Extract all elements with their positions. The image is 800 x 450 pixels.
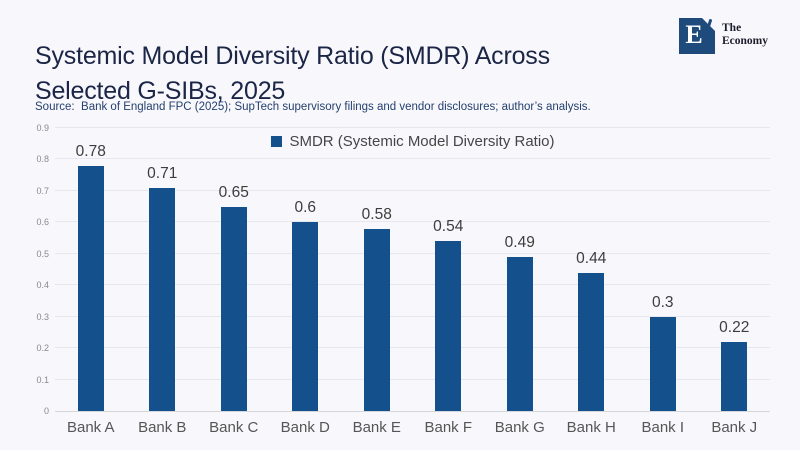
gridline xyxy=(55,127,770,128)
gridline xyxy=(55,347,770,349)
y-tick-label: 0.3 xyxy=(36,311,49,322)
bar-value-label: 0.6 xyxy=(294,199,317,217)
bar-series: 0.78 0.71 0.65 0.6 0.58 0.54 0.49 0.44 0.3 0.22 xyxy=(55,128,770,411)
y-tick-label: 0.8 xyxy=(36,154,49,165)
bar-value-label: 0.78 xyxy=(75,142,106,160)
bar-value-label: 0.58 xyxy=(361,205,392,223)
legend-label: SMDR (Systemic Model Diversity Ratio) xyxy=(289,133,555,150)
gridline xyxy=(55,252,770,254)
bar xyxy=(649,316,676,411)
source-note: Source: Bank of England FPC (2025); SupT… xyxy=(35,101,591,113)
bar-value-label: 0.54 xyxy=(433,218,464,236)
bar-slot: 0.6 xyxy=(270,199,342,411)
gridline xyxy=(55,284,770,286)
chart-title-line2: Selected G-SIBs, 2025 xyxy=(35,76,286,105)
bar-value-label: 0.44 xyxy=(576,249,607,267)
bar xyxy=(363,228,390,411)
legend: SMDR (Systemic Model Diversity Ratio) xyxy=(270,133,555,150)
y-tick-label: 0 xyxy=(43,406,49,416)
bar-slot: 0.44 xyxy=(556,250,628,411)
y-tick-label: 0.7 xyxy=(36,185,49,196)
legend-marker xyxy=(270,136,282,147)
logo-wordmark-top: The xyxy=(722,22,742,34)
bar-slot: 0.22 xyxy=(699,319,771,411)
x-category-label: Bank C xyxy=(209,419,259,436)
x-category-label: Bank A xyxy=(66,419,115,436)
bar xyxy=(721,341,748,411)
chart-title: Systemic Model Diversity Ratio (SMDR) Ac… xyxy=(35,39,655,109)
x-category-label: Bank D xyxy=(280,419,330,436)
x-category-label: Bank I xyxy=(641,419,685,436)
bar-value-label: 0.49 xyxy=(504,233,535,251)
bar xyxy=(435,241,462,411)
y-tick-label: 0.1 xyxy=(36,374,49,385)
x-axis-labels: Bank A Bank B Bank C Bank D Bank E Bank F Bank… xyxy=(55,419,770,436)
bar-slot: 0.49 xyxy=(484,234,556,411)
bar xyxy=(578,272,605,411)
bar-slot: 0.58 xyxy=(341,206,413,411)
logo-letter: E xyxy=(685,20,703,49)
y-tick-label: 0.4 xyxy=(36,280,49,291)
bar-slot: 0.65 xyxy=(198,184,270,411)
bar-value-label: 0.3 xyxy=(651,293,674,311)
bar-value-label: 0.65 xyxy=(218,183,249,201)
logo-wordmark-bottom: Economy xyxy=(722,34,768,47)
gridline xyxy=(55,378,770,380)
bar-slot: 0.71 xyxy=(127,165,199,411)
y-tick-label: 0.2 xyxy=(36,343,49,354)
gridline xyxy=(55,315,770,317)
bar-value-label: 0.71 xyxy=(147,164,178,182)
bar-slot: 0.3 xyxy=(627,294,699,411)
x-category-label: Bank H xyxy=(566,419,616,436)
y-tick-label: 0.9 xyxy=(36,123,49,133)
logo-mark: E xyxy=(679,18,715,54)
x-category-label: Bank G xyxy=(494,419,545,436)
bar xyxy=(77,165,104,411)
gridline xyxy=(55,158,770,160)
x-category-label: Bank B xyxy=(138,419,187,436)
bar xyxy=(292,222,319,411)
chart-title-line1: Systemic Model Diversity Ratio (SMDR) Ac… xyxy=(35,41,550,70)
plot-area: 0.78 0.71 0.65 0.6 0.58 0.54 0.49 0.44 0.3 0.22 S… xyxy=(55,127,770,412)
y-tick-label: 0.6 xyxy=(36,217,49,228)
bar xyxy=(506,256,533,411)
logo-wordmark: The Economy xyxy=(722,22,768,47)
y-tick-label: 0.5 xyxy=(36,248,49,259)
x-category-label: Bank E xyxy=(352,419,401,436)
bar-slot: 0.78 xyxy=(55,143,127,411)
y-axis: 0 0.1 0.2 0.3 0.4 0.5 0.6 0.7 0.8 0.9 xyxy=(0,123,49,416)
bar-value-label: 0.22 xyxy=(719,318,750,336)
bar xyxy=(220,206,247,411)
bar-slot: 0.54 xyxy=(413,218,485,411)
x-category-label: Bank J xyxy=(711,419,758,436)
the-economy-logo: E The Economy xyxy=(679,18,768,54)
gridline xyxy=(55,221,770,223)
gridline xyxy=(55,189,770,191)
bar xyxy=(149,187,176,411)
x-category-label: Bank F xyxy=(424,419,473,436)
